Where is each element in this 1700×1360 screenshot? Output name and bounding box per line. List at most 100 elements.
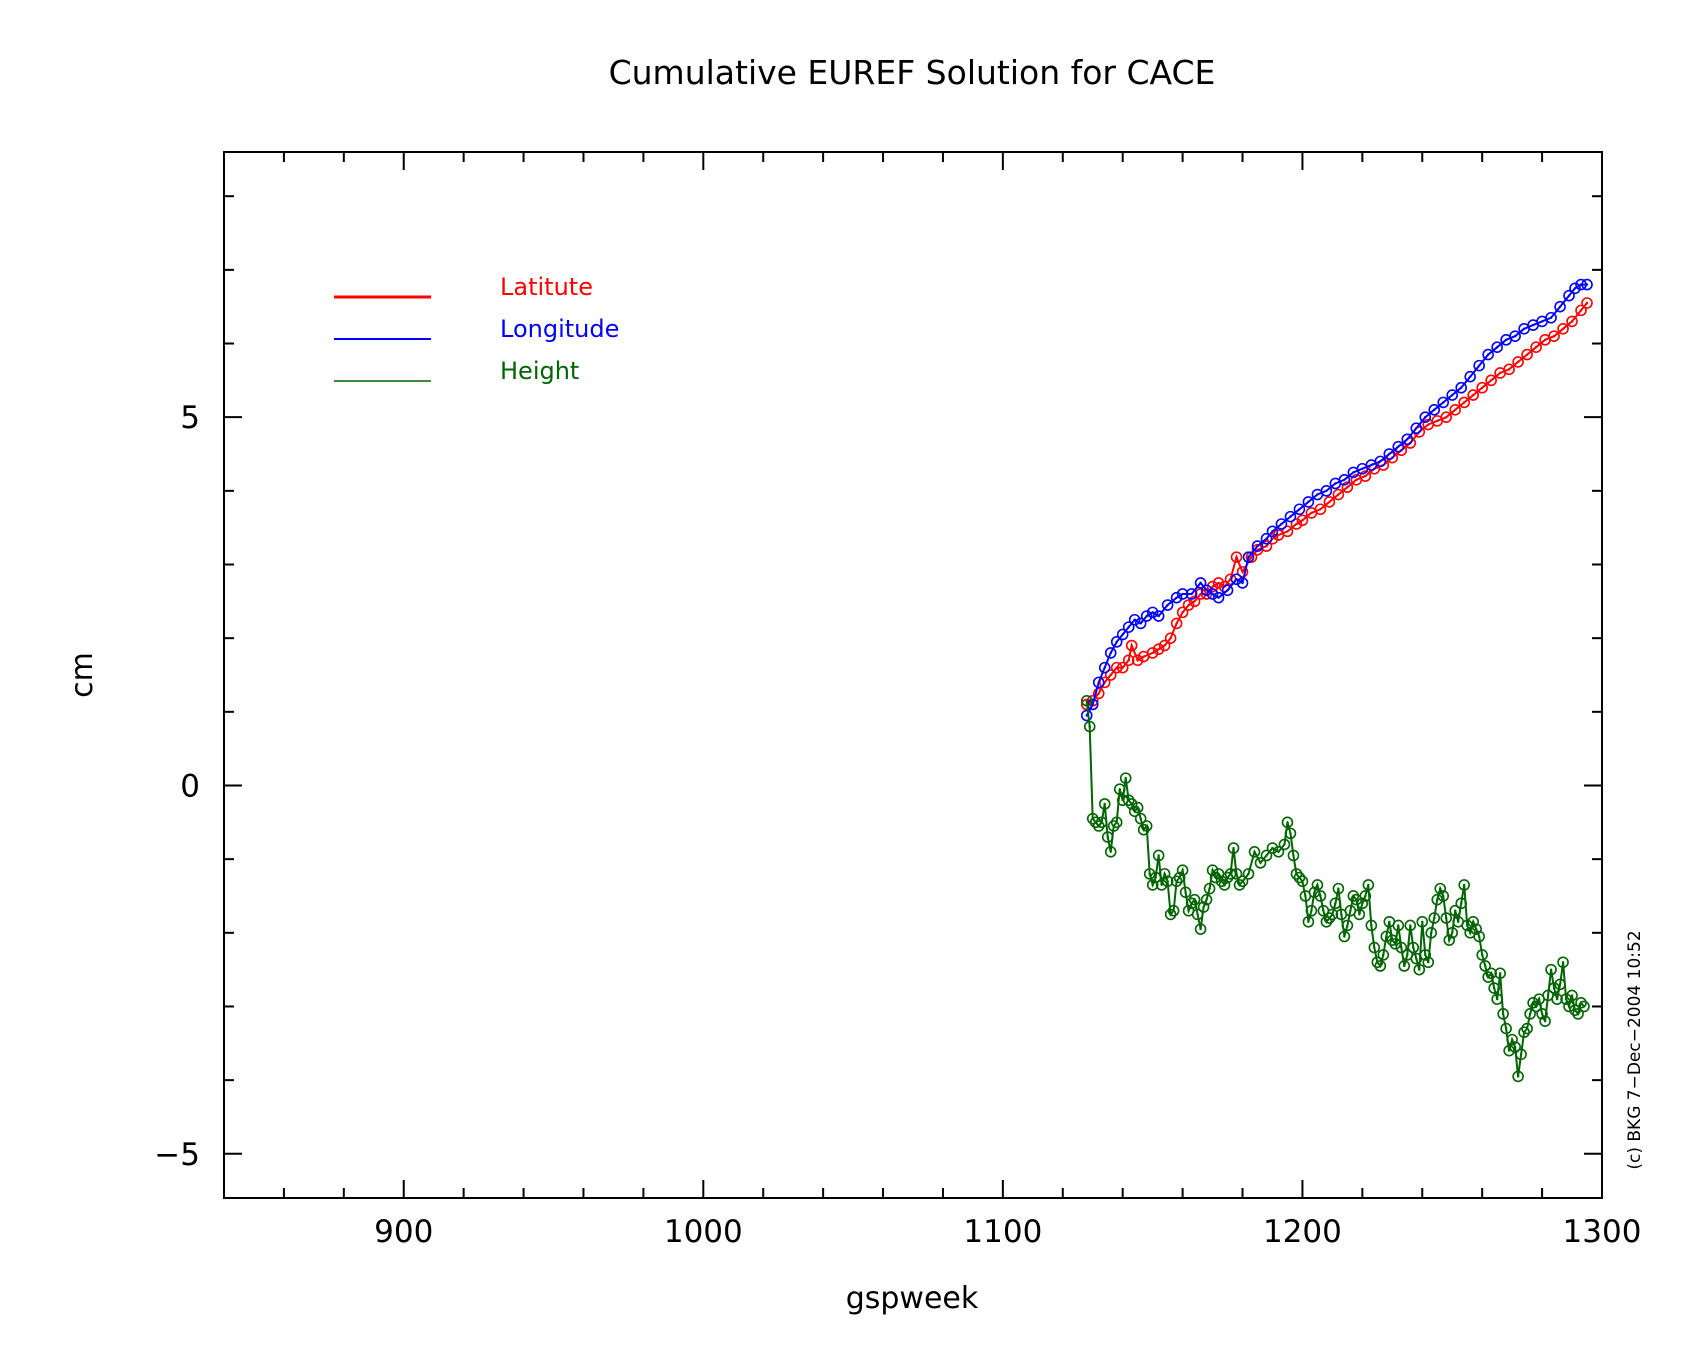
data-point-center <box>1163 872 1166 876</box>
data-point-center <box>1157 614 1160 618</box>
data-point-center <box>1277 850 1280 853</box>
data-point-center <box>1139 622 1142 625</box>
data-point-center <box>1304 894 1307 898</box>
x-axis-label: gspweek <box>846 1281 979 1316</box>
legend-label-height: Height <box>500 357 579 385</box>
data-point-center <box>1232 846 1235 850</box>
data-point-center <box>1205 898 1208 901</box>
data-point <box>1323 912 1336 924</box>
data-point-center <box>1127 659 1130 662</box>
data-point <box>1383 448 1396 460</box>
data-point-center <box>1166 880 1169 883</box>
data-point-center <box>1463 883 1466 887</box>
data-point <box>1206 580 1219 593</box>
data-point-center <box>1157 854 1160 857</box>
legend-label-latitute: Latitute <box>500 273 593 301</box>
data-point-center <box>1337 887 1340 890</box>
data-point <box>1374 455 1387 468</box>
data-point <box>1524 1008 1536 1020</box>
data-point-center <box>1489 379 1493 382</box>
data-point <box>1110 816 1123 829</box>
data-point-center <box>1151 883 1154 887</box>
data-point-center <box>1139 817 1142 820</box>
data-point-center <box>1558 983 1562 986</box>
data-point <box>1581 297 1593 309</box>
data-point-center <box>1334 482 1337 485</box>
data-point <box>1512 356 1524 368</box>
data-point <box>1551 993 1563 1005</box>
data-point <box>1485 374 1497 387</box>
data-point-center <box>1430 931 1433 935</box>
data-point <box>1575 996 1587 1009</box>
data-point <box>1176 864 1189 877</box>
data-point <box>1407 941 1420 954</box>
data-point <box>1206 588 1219 600</box>
data-point <box>1191 908 1204 921</box>
data-point-center <box>1103 802 1106 806</box>
data-point-center <box>1483 964 1487 968</box>
data-point <box>1329 897 1342 910</box>
data-point-center <box>1448 938 1451 942</box>
data-point <box>1236 566 1249 578</box>
data-point-center <box>1519 1053 1523 1056</box>
data-point-center <box>1109 651 1112 655</box>
data-point-center <box>1486 353 1490 356</box>
data-point <box>1395 941 1408 954</box>
data-point <box>1203 882 1216 895</box>
data-point <box>1140 820 1153 832</box>
data-point-center <box>1136 806 1139 809</box>
data-point <box>1122 654 1135 667</box>
data-point-center <box>1289 515 1292 518</box>
data-point <box>1230 573 1243 586</box>
data-point <box>1518 1026 1530 1039</box>
data-point-center <box>1085 699 1088 702</box>
data-point <box>1362 879 1375 891</box>
data-point <box>1368 941 1381 954</box>
data-point-center <box>1570 994 1574 997</box>
data-point-center <box>1199 581 1202 585</box>
data-point-center <box>1579 309 1583 312</box>
data-point <box>1287 849 1300 862</box>
data-point <box>1332 488 1345 501</box>
data-point-center <box>1471 920 1475 923</box>
data-point-center <box>1181 611 1184 614</box>
data-point <box>1146 606 1159 619</box>
data-point <box>1455 381 1468 394</box>
data-point <box>1104 669 1117 681</box>
data-point-center <box>1463 401 1466 404</box>
data-point <box>1185 588 1198 600</box>
data-point-center <box>1552 986 1556 990</box>
data-point <box>1566 315 1578 328</box>
data-point-center <box>1460 902 1463 905</box>
data-point-center <box>1418 968 1421 971</box>
data-point-center <box>1576 1012 1580 1016</box>
data-point <box>1404 919 1417 932</box>
series-line-height <box>1085 700 1585 1077</box>
data-point-center <box>1241 570 1244 574</box>
data-point <box>1302 496 1315 508</box>
data-point <box>1476 949 1488 961</box>
data-point <box>1167 904 1180 917</box>
data-point-center <box>1328 500 1331 504</box>
data-point-center <box>1178 876 1181 879</box>
data-point-center <box>1319 508 1322 511</box>
data-point-center <box>1474 927 1478 931</box>
data-point <box>1377 949 1390 961</box>
data-point <box>1482 348 1494 361</box>
data-point-center <box>1454 408 1457 412</box>
data-point <box>1293 503 1306 516</box>
data-point <box>1260 540 1273 552</box>
data-point <box>1338 473 1351 486</box>
data-point-center <box>1388 920 1391 923</box>
data-point <box>1473 359 1485 372</box>
data-point <box>1152 849 1165 862</box>
data-point-center <box>1166 603 1169 607</box>
data-point-center <box>1340 913 1343 916</box>
data-point-center <box>1564 997 1568 1001</box>
data-point-center <box>1471 393 1475 397</box>
data-point-center <box>1265 854 1268 857</box>
data-point <box>1212 591 1225 604</box>
legend: Latitute Longitude Height <box>334 273 619 385</box>
data-point-center <box>1498 972 1502 975</box>
x-tick-labels: 900 1000 1100 1200 1300 <box>374 1214 1641 1250</box>
